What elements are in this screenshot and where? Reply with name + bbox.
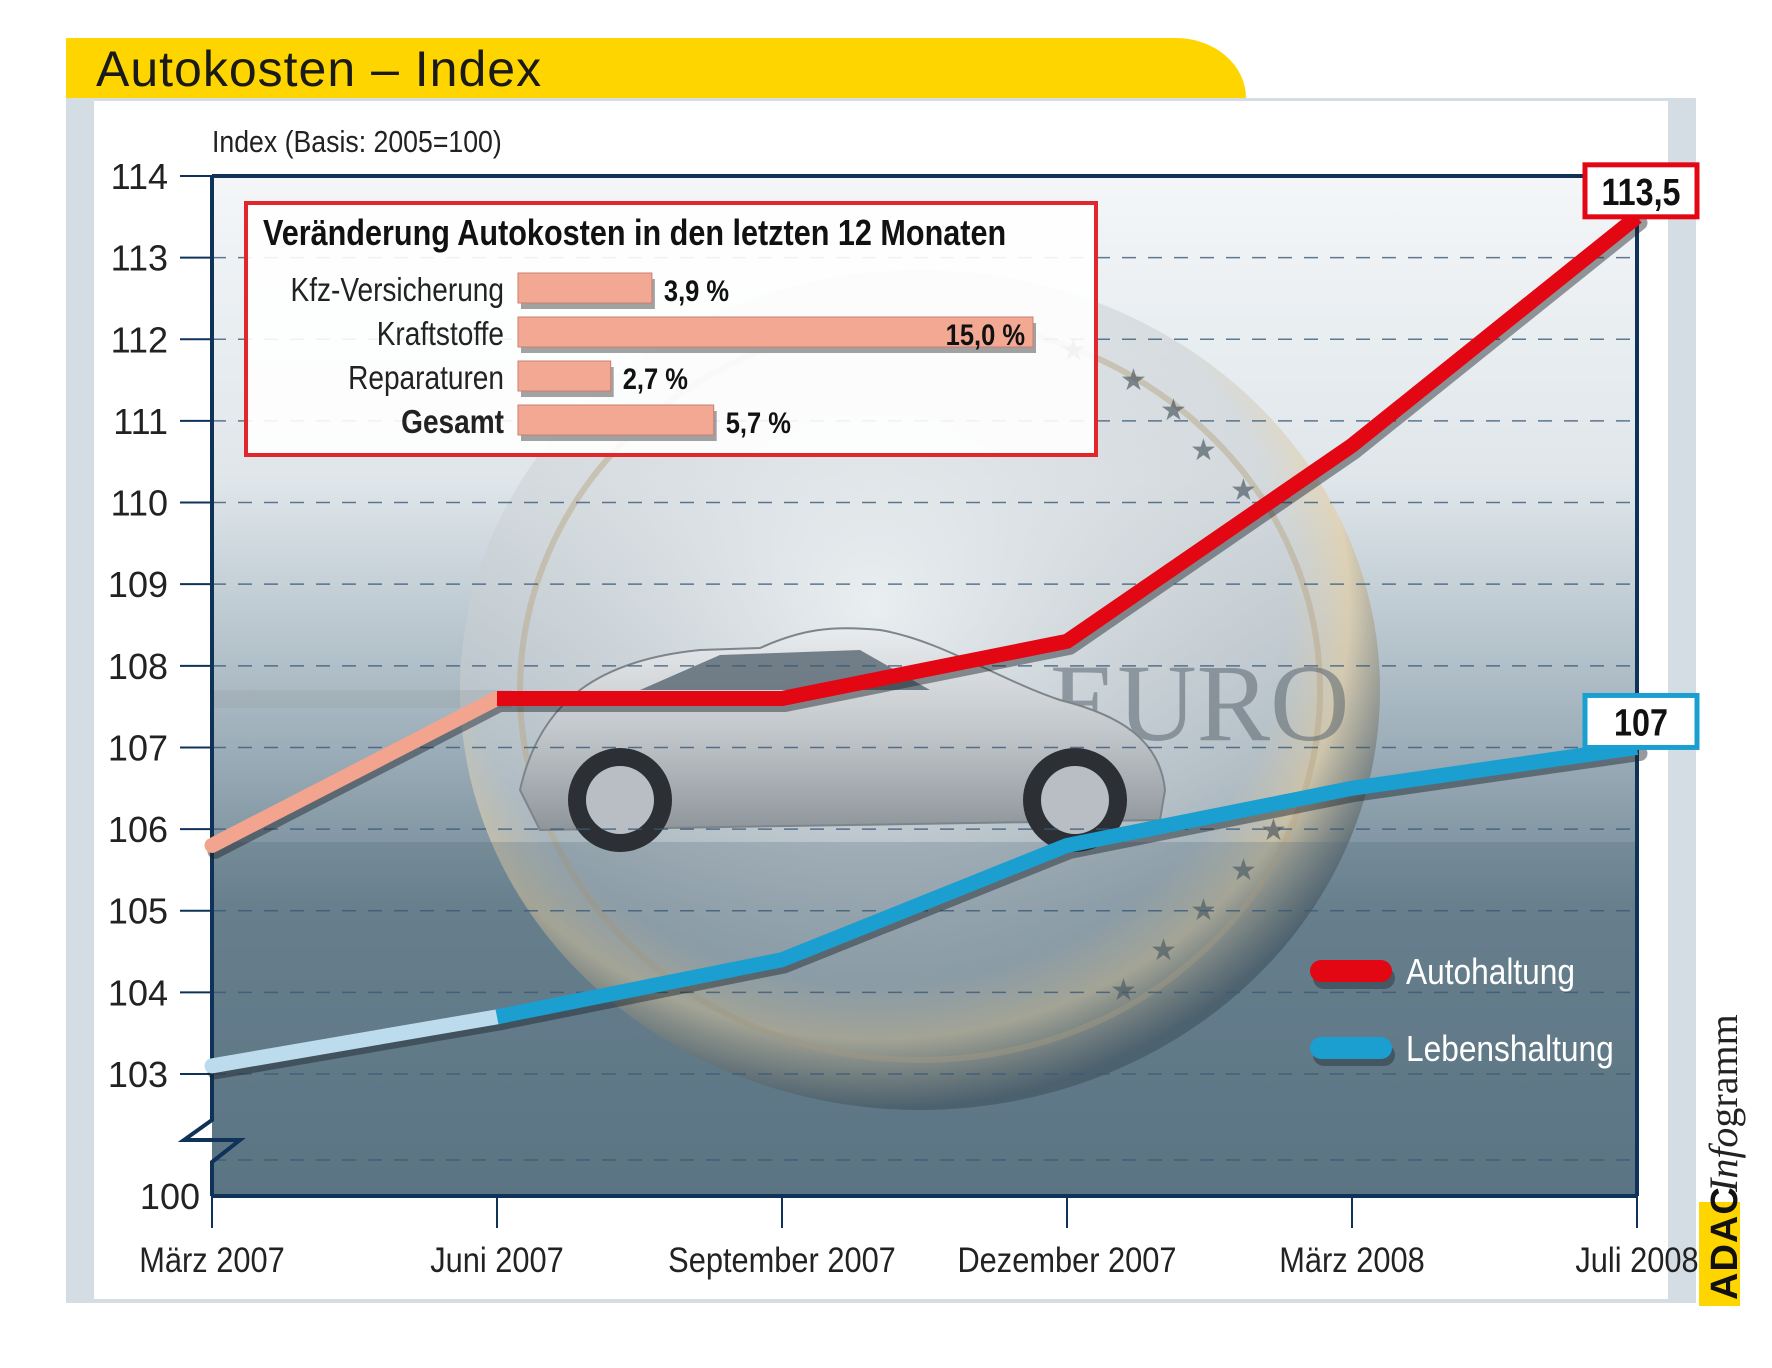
legend-label-Lebenshaltung: Lebenshaltung: [1406, 1029, 1614, 1069]
inset-title: Veränderung Autokosten in den letzten 12…: [263, 214, 1006, 254]
inset-category-label: Kraftstoffe: [377, 316, 504, 353]
x-tick-label: Dezember 2007: [957, 1240, 1176, 1279]
chart-title: Autokosten – Index: [96, 41, 543, 97]
frame-bottom: [66, 1299, 1696, 1303]
star-icon: ★: [1150, 934, 1177, 967]
star-icon: ★: [1120, 364, 1147, 397]
y-tick-label: 113: [111, 238, 168, 279]
motion-blur: [212, 690, 512, 708]
inset-bar-Gesamt: [517, 404, 715, 436]
y-tick-label: 108: [108, 646, 168, 687]
y-axis-label: Index (Basis: 2005=100): [212, 124, 502, 159]
series-line-Lebenshaltung: [495, 740, 1639, 1025]
car-rim-rear: [586, 766, 654, 834]
inset-value-label: 15,0 %: [946, 318, 1026, 351]
title-bar: [66, 38, 1246, 98]
y-tick-label: 106: [108, 809, 168, 850]
x-tick-label: März 2007: [139, 1240, 284, 1279]
inset-category-label: Kfz-Versicherung: [291, 272, 504, 309]
y-tick-label: 114: [111, 156, 168, 197]
x-tick-label: Juni 2007: [430, 1240, 564, 1279]
y-tick-label: 107: [108, 727, 168, 768]
x-tick-label: Juli 2008: [1575, 1240, 1698, 1279]
star-icon: ★: [1230, 854, 1257, 887]
inset-value-label: 5,7 %: [726, 406, 791, 439]
star-icon: ★: [1190, 434, 1217, 467]
infogramm-rest: gramm: [1701, 1014, 1746, 1128]
end-label-Autohaltung: 113,5: [1601, 171, 1680, 213]
inset-category-label: Gesamt: [401, 404, 504, 441]
car-rim-front: [1041, 766, 1109, 834]
star-icon: ★: [1230, 474, 1257, 507]
star-icon: ★: [1260, 814, 1287, 847]
y-tick-label: 110: [111, 483, 168, 524]
y-tick-label: 104: [108, 972, 168, 1013]
inset-bar-Kfz-Versicherung: [517, 272, 653, 304]
star-icon: ★: [1110, 974, 1137, 1007]
legend-label-Autohaltung: Autohaltung: [1406, 952, 1575, 992]
inset-value-label: 2,7 %: [623, 362, 688, 395]
x-tick-label: März 2008: [1279, 1240, 1424, 1279]
x-tick-label: September 2007: [668, 1240, 896, 1279]
y-axis-line-with-break: [177, 176, 246, 1196]
series-line-start-Autohaltung: [204, 690, 505, 853]
y-tick-label: 103: [108, 1054, 168, 1095]
inset-value-label: 3,9 %: [664, 274, 729, 307]
end-label-Lebenshaltung: 107: [1614, 702, 1668, 744]
frame-top: [94, 98, 1668, 101]
adac-logo-text: ADAC: [1704, 1186, 1746, 1300]
legend-swatch-Lebenshaltung: [1310, 1037, 1392, 1059]
infogramm-label: Infogramm: [1700, 1014, 1747, 1192]
frame-left: [66, 98, 94, 1302]
y-tick-label: 111: [113, 401, 168, 442]
legend-swatch-Autohaltung: [1310, 960, 1392, 982]
y-tick-label: 100: [140, 1176, 200, 1217]
end-label-box-Autohaltung: [1582, 162, 1700, 220]
star-icon: ★: [1160, 394, 1187, 427]
inset-bar-Reparaturen: [517, 360, 612, 392]
inset-category-label: Reparaturen: [348, 360, 504, 397]
series-line-start-Lebenshaltung: [204, 1009, 505, 1074]
y-tick-label: 105: [108, 891, 168, 932]
infogramm-italic: Info: [1701, 1127, 1746, 1192]
y-tick-label: 112: [111, 319, 168, 360]
inset-bar-Kraftstoffe: [517, 316, 1034, 348]
series-line-Autohaltung: [497, 210, 1642, 706]
end-label-box-Lebenshaltung: [1582, 692, 1700, 750]
y-tick-label: 109: [108, 564, 168, 605]
adac-logo-badge: [1699, 1202, 1740, 1306]
inset-border: [244, 201, 1098, 457]
